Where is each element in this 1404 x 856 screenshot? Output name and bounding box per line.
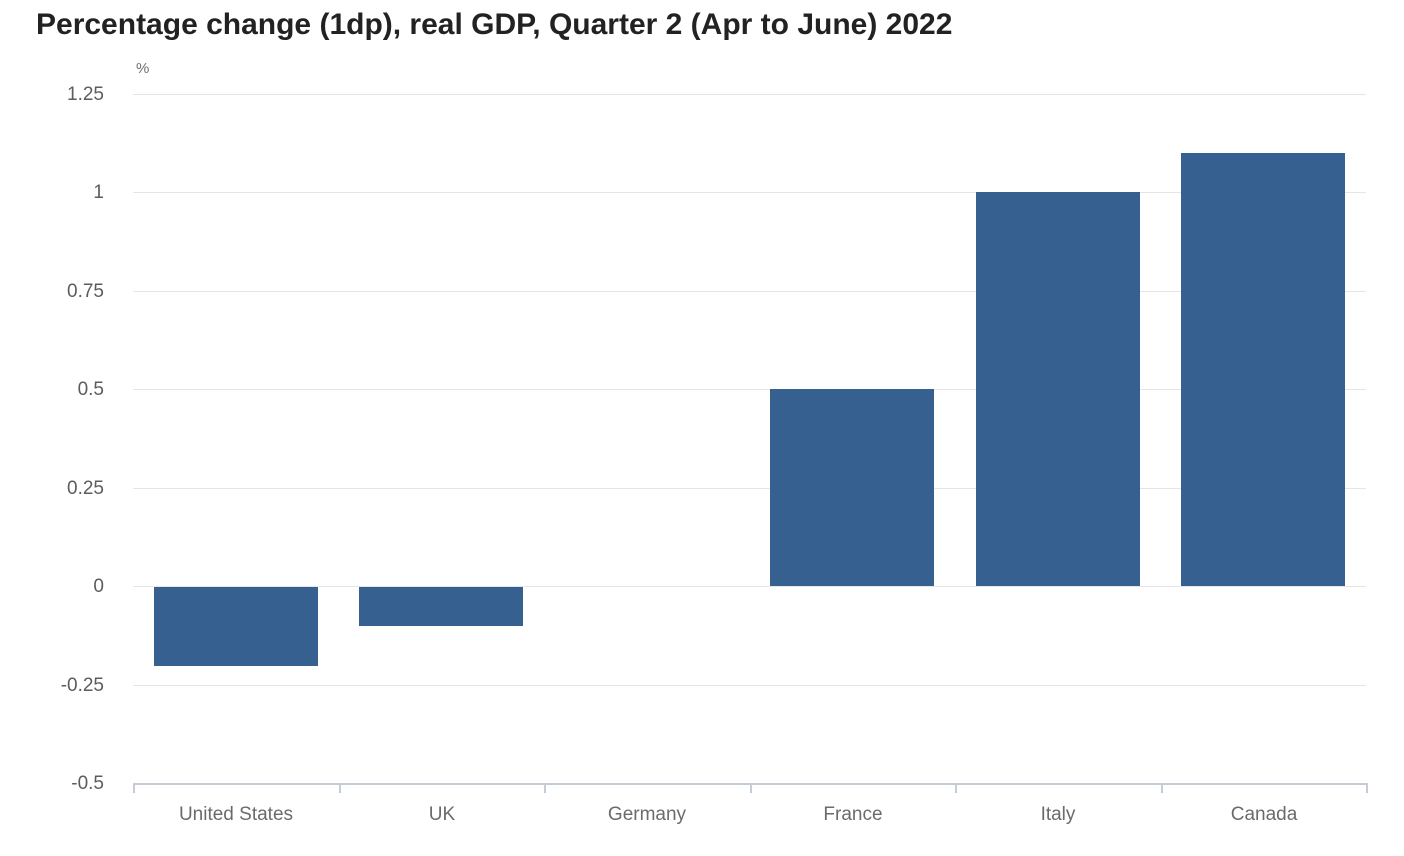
x-axis-tick	[133, 783, 135, 793]
bar-uk	[359, 587, 523, 626]
gridline-0.75	[133, 291, 1366, 292]
x-category-label-france: France	[823, 804, 883, 825]
y-tick-label: 1	[93, 182, 104, 203]
x-axis-tick	[750, 783, 752, 793]
bar-canada	[1181, 153, 1345, 586]
chart-title: Percentage change (1dp), real GDP, Quart…	[36, 8, 953, 41]
gridline-0.25	[133, 488, 1366, 489]
x-category-label-germany: Germany	[607, 804, 687, 825]
gridline-1.25	[133, 94, 1366, 95]
y-tick-label: 0.75	[67, 281, 104, 302]
x-category-label-canada: Canada	[1230, 804, 1298, 825]
x-axis-tick	[544, 783, 546, 793]
bar-united-states	[154, 587, 318, 666]
y-tick-label: -0.25	[60, 675, 104, 696]
x-axis-tick	[339, 783, 341, 793]
gridline--0.25	[133, 685, 1366, 686]
x-category-label-italy: Italy	[1040, 804, 1076, 825]
gridline-1	[133, 192, 1366, 193]
x-axis-tick	[1161, 783, 1163, 793]
gridline-0.5	[133, 389, 1366, 390]
bar-france	[770, 389, 934, 586]
y-tick-label: 0.5	[77, 379, 104, 400]
x-category-label-united-states: United States	[178, 804, 294, 825]
gridline-0	[133, 586, 1366, 587]
x-axis-tick	[955, 783, 957, 793]
y-tick-label: 1.25	[67, 84, 104, 105]
y-axis-unit-label: %	[136, 60, 150, 77]
bar-italy	[976, 192, 1140, 586]
y-tick-label: 0.25	[67, 478, 104, 499]
x-axis-tick	[1366, 783, 1368, 793]
y-tick-label: 0	[93, 576, 104, 597]
y-tick-label: -0.5	[71, 773, 104, 794]
x-axis-line	[133, 783, 1366, 785]
x-category-label-uk: UK	[428, 804, 456, 825]
